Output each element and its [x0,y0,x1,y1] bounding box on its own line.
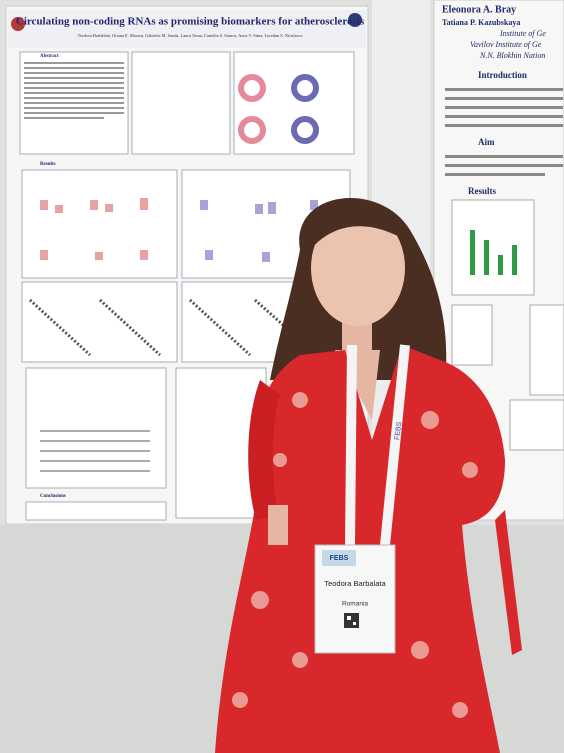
poster-author: Eleonora A. Bray [442,4,516,15]
poster-affiliation: Vavilov Institute of Ge [470,40,542,49]
badge-country: Romania [342,601,368,608]
section-title: Results [40,162,56,167]
badge-event: FEBS [330,555,349,562]
section-title: Aim [478,137,495,147]
poster-affiliation: N.N. Blokhin Nation [479,51,545,60]
section-title: Conclusions [40,494,66,499]
poster-title: Circulating non-coding RNAs as promising… [16,16,365,28]
section-title: Introduction [478,70,527,80]
poster-affiliation: Institute of Ge [499,29,546,38]
poster-author: Tatiana P. Kazubskaya [442,18,520,27]
section-title: Abstract [40,54,59,59]
badge-name: Teodora Barbalata [324,579,386,588]
poster-authors: Teodora Barbălată, Oriana E. Moraru, Gab… [78,33,304,39]
section-title: Results [468,186,496,196]
badge: FEBS Teodora Barbalata Romania [314,544,396,654]
lanyard-text: FEBS [394,421,404,440]
left-poster: Circulating non-coding RNAs as promising… [5,5,369,525]
